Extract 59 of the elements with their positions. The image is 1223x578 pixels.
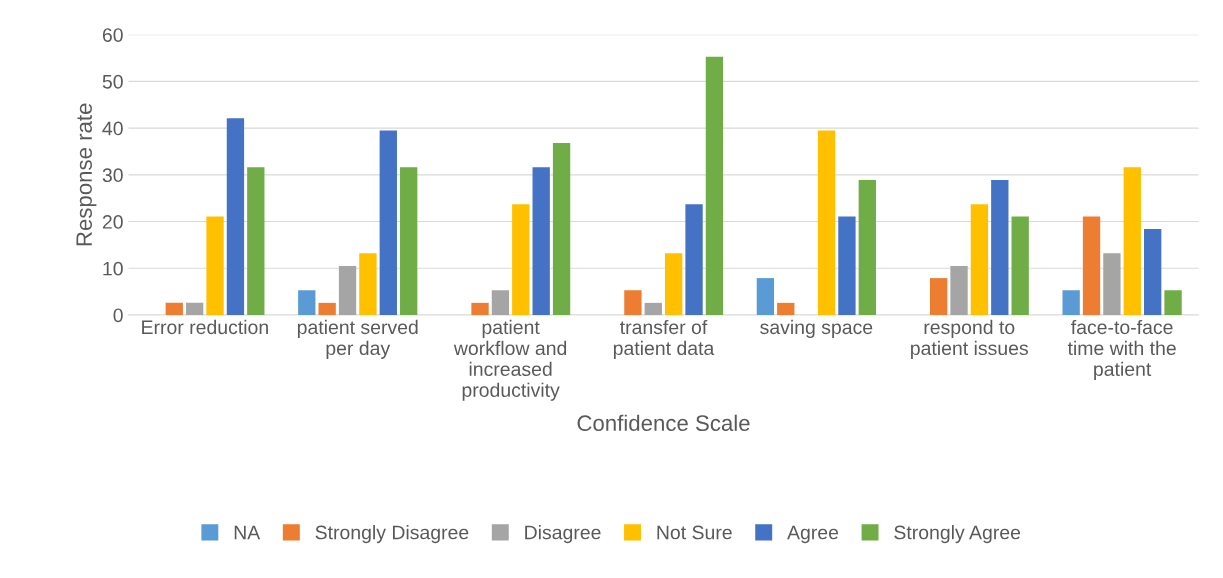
legend-label: NA [234,525,261,540]
x-tick-label: face-to-face time with the patient [1067,319,1176,380]
bar [817,130,836,316]
bar [186,302,204,316]
bar [247,167,265,316]
y-tick-label: 20 [102,215,123,229]
bar [318,302,336,316]
bar [298,290,316,316]
y-tick-label: 10 [103,261,123,276]
y-tick-label: 50 [102,74,123,89]
y-tick-label: 30 [102,168,123,183]
bar [338,265,357,316]
bar [165,302,183,316]
x-axis-title: Confidence Scale [577,414,750,432]
bar [705,56,724,316]
bar [858,179,876,316]
bar [970,204,989,316]
y-axis-title: Response rate [76,103,97,246]
legend-label: Not Sure [657,525,732,540]
bar [1164,290,1182,316]
bar [950,265,968,316]
bar [1082,216,1101,316]
legend-label: Strongly Disagree [315,525,469,544]
bar [665,253,683,316]
legend-label: Agree [787,525,839,544]
y-tick-label: 60 [102,28,123,42]
bar [471,302,489,316]
x-tick-label: patient served per day [297,319,418,359]
bar [685,204,703,316]
bar [512,204,530,316]
bar [756,278,775,316]
bar [359,253,377,316]
bar [1062,290,1080,316]
bar [206,216,224,316]
legend-label: Disagree [525,525,601,544]
bar [552,143,571,316]
bar [491,290,510,316]
bar [379,130,397,316]
bar [400,167,418,316]
x-tick-label: saving space [760,319,873,338]
bar [1103,253,1121,316]
bar [644,302,662,316]
bar [624,290,642,316]
bar [929,278,948,316]
bar [777,302,795,316]
bar [1144,229,1162,316]
bar [991,179,1009,316]
x-tick-label: patient workflow and increased productivity [453,319,567,401]
legend-label: Strongly Agree [894,525,1021,544]
y-tick-label: 0 [113,308,123,323]
x-tick-label: transfer of patient data [613,319,715,359]
bar [1123,167,1141,316]
bar [532,167,550,316]
bar [1011,216,1029,316]
x-tick-label: respond to patient issues [911,319,1028,359]
y-tick-label: 40 [102,121,123,136]
x-tick-label: Error reduction [142,319,268,335]
bar [838,216,856,316]
bar [226,118,245,316]
